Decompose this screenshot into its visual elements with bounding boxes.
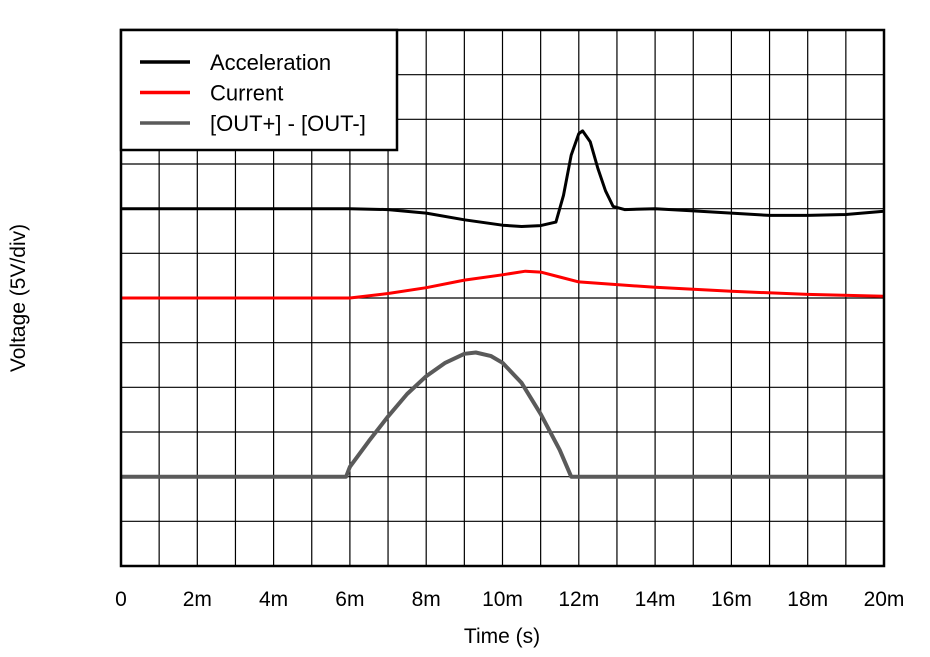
- legend-label-1: Current: [210, 81, 283, 106]
- series-line-0: [121, 129, 885, 228]
- x-tick-label: 2m: [183, 588, 212, 611]
- legend-box: [119, 28, 399, 152]
- legend: Acceleration Current [OUT+] - [OUT-]: [119, 28, 399, 152]
- x-tick-label: 8m: [412, 588, 441, 611]
- x-tick-label: 20m: [864, 588, 905, 611]
- x-tick-label: 4m: [259, 588, 288, 611]
- series-lines: [121, 129, 885, 479]
- y-axis-label: Voltage (5V/div): [7, 224, 30, 372]
- series-line-2: [121, 350, 884, 479]
- legend-label-0: Acceleration: [210, 50, 331, 75]
- series-line-1: [121, 269, 885, 300]
- x-tick-label: 12m: [558, 588, 599, 611]
- plot-frame: [119, 28, 886, 568]
- x-tick-label: 6m: [335, 588, 364, 611]
- x-tick-label: 18m: [787, 588, 828, 611]
- x-tick-label: 0: [115, 588, 127, 611]
- x-tick-label: 10m: [482, 588, 523, 611]
- x-tick-label: 14m: [635, 588, 676, 611]
- x-axis-label: Time (s): [464, 625, 540, 648]
- legend-label-2: [OUT+] - [OUT-]: [210, 111, 366, 136]
- x-tick-labels: 0 2m 4m 6m 8m 10m 12m 14m 16m 18m 20m: [115, 588, 904, 611]
- x-tick-label: 16m: [711, 588, 752, 611]
